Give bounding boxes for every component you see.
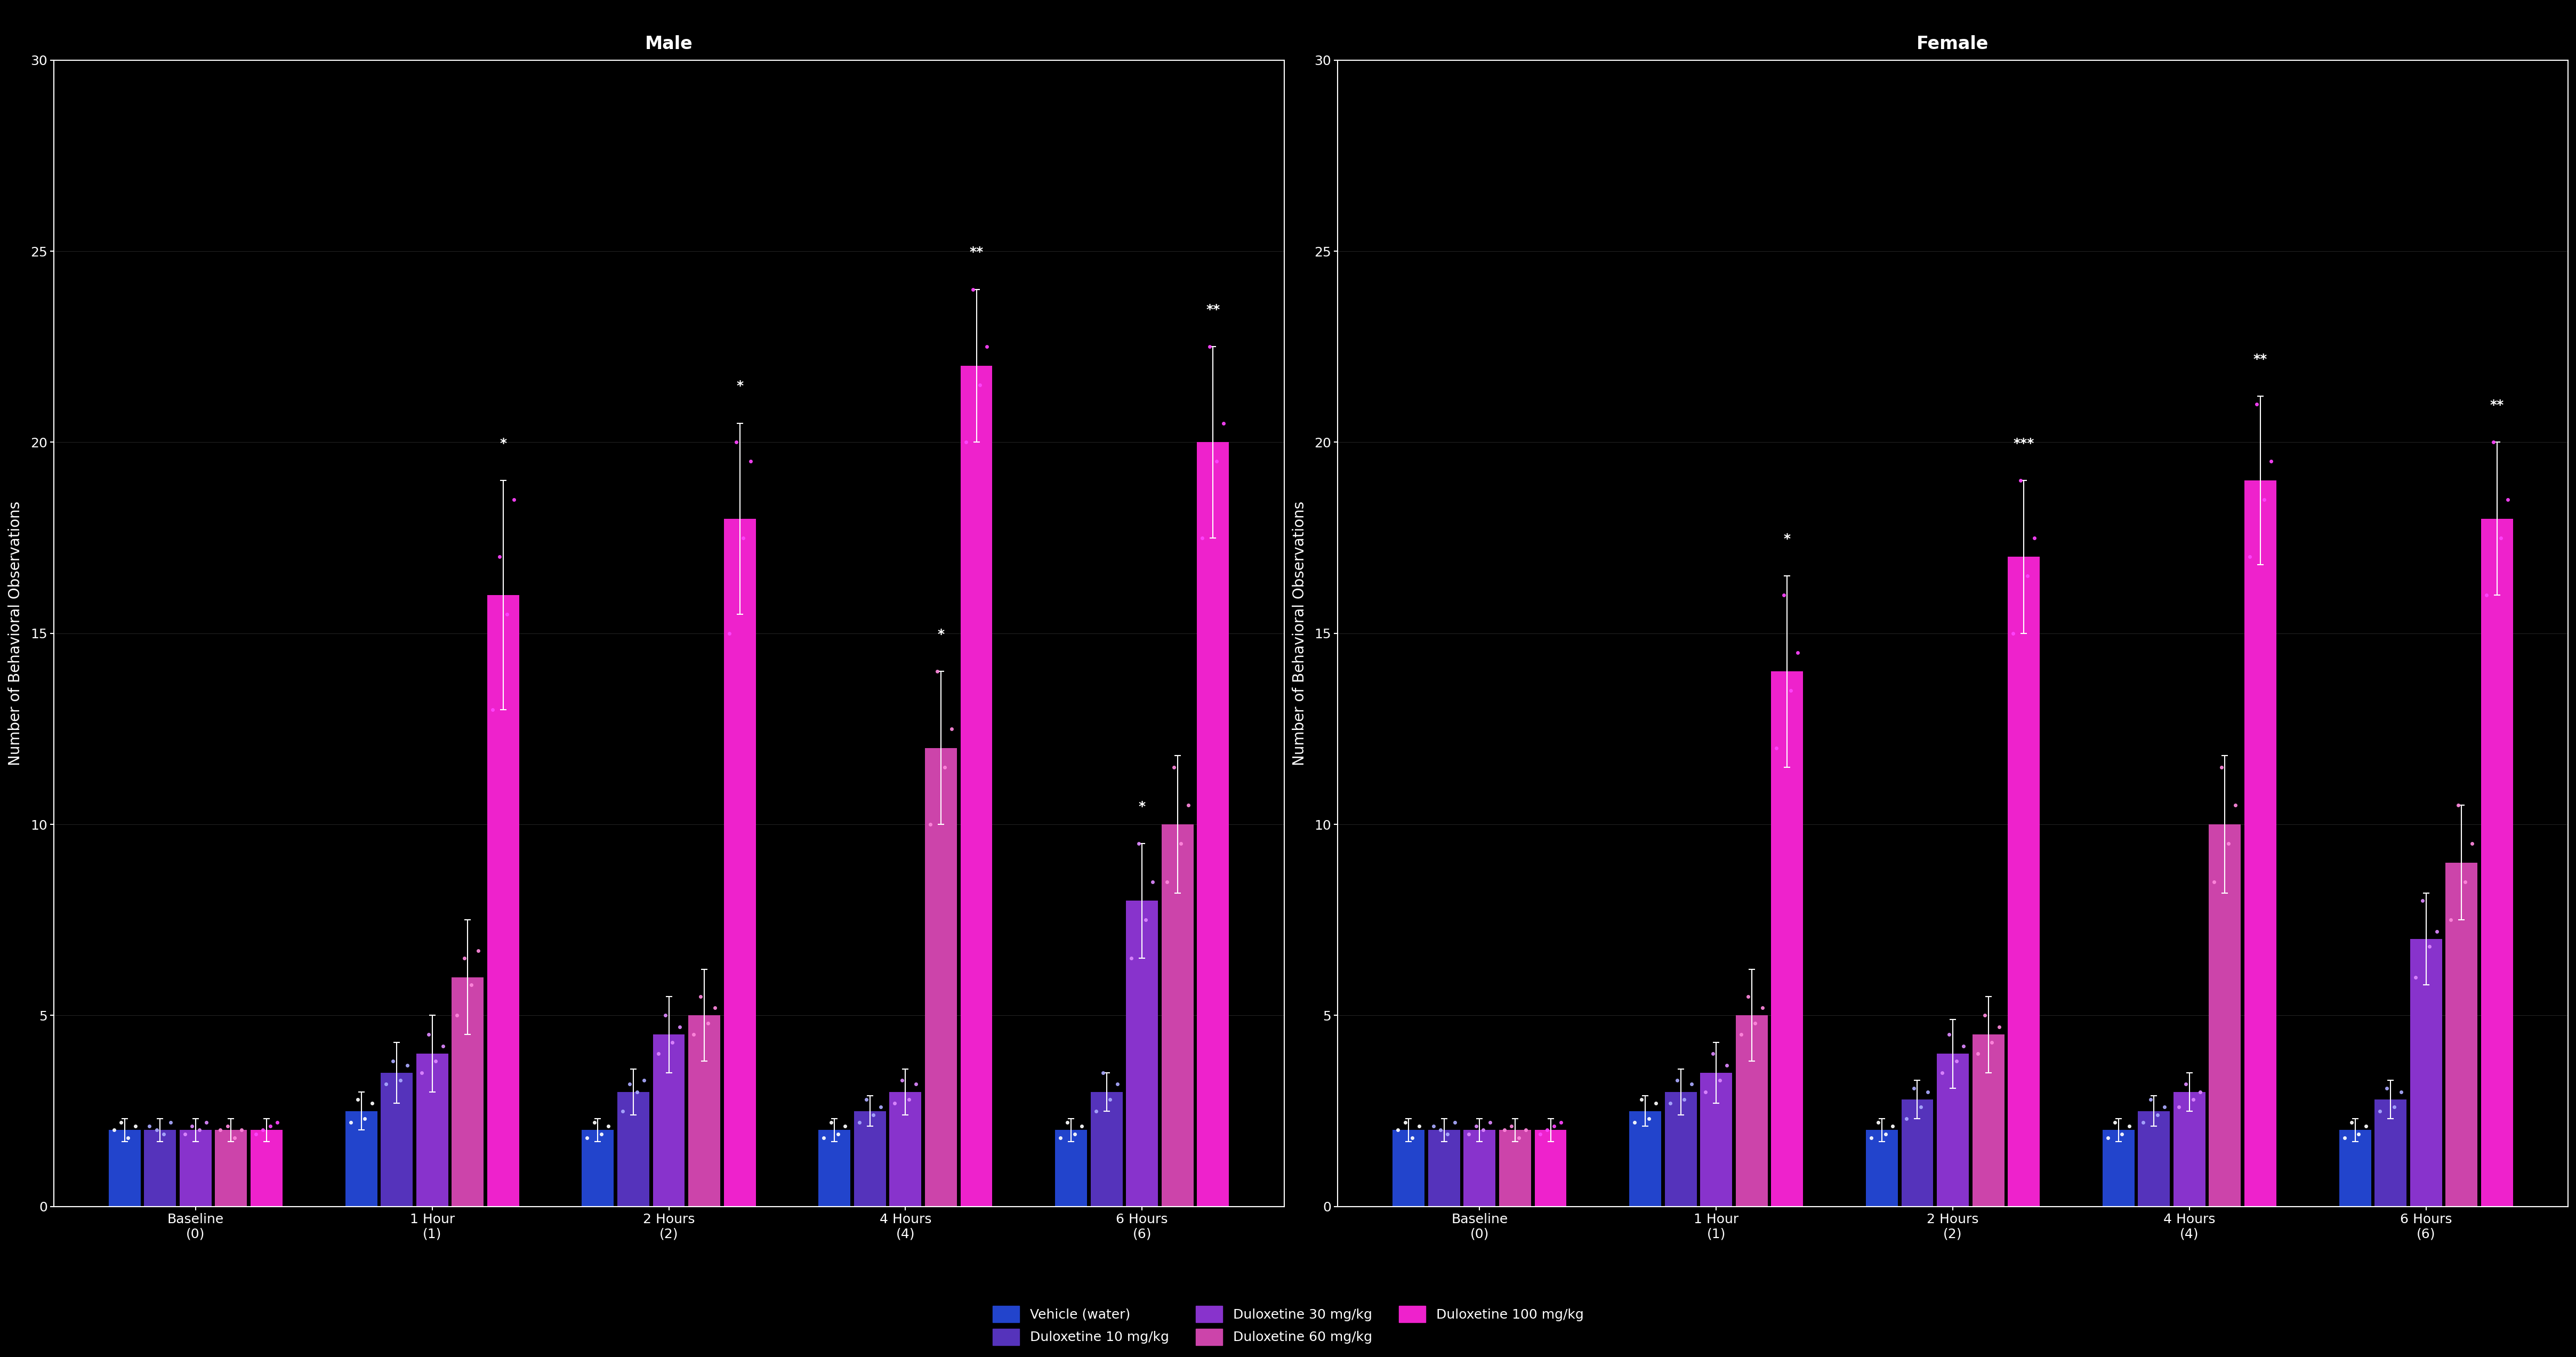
Text: *: * [1783, 533, 1790, 546]
Legend: Vehicle (water), Duloxetine 10 mg/kg, Duloxetine 30 mg/kg, Duloxetine 60 mg/kg, : Vehicle (water), Duloxetine 10 mg/kg, Du… [987, 1300, 1589, 1350]
Bar [2174, 1092, 2205, 1206]
Bar [961, 366, 992, 1206]
Bar [855, 1111, 886, 1206]
Text: **: ** [2491, 399, 2504, 411]
Text: **: ** [2254, 353, 2267, 366]
Bar [180, 1130, 211, 1206]
Bar [1499, 1130, 1530, 1206]
Bar [1973, 1034, 2004, 1206]
Bar [1198, 442, 1229, 1206]
Bar [1394, 1130, 1425, 1206]
Bar [1628, 1111, 1662, 1206]
Bar [889, 1092, 922, 1206]
Bar [2138, 1111, 2169, 1206]
Y-axis label: Number of Behavioral Observations: Number of Behavioral Observations [8, 501, 23, 765]
Bar [1090, 1092, 1123, 1206]
Bar [451, 977, 484, 1206]
Bar [1772, 672, 1803, 1206]
Bar [1736, 1015, 1767, 1206]
Bar [381, 1073, 412, 1206]
Bar [1463, 1130, 1497, 1206]
Bar [417, 1053, 448, 1206]
Text: **: ** [1206, 304, 1221, 316]
Title: Male: Male [644, 35, 693, 53]
Bar [582, 1130, 613, 1206]
Bar [2102, 1130, 2136, 1206]
Bar [1162, 825, 1193, 1206]
Bar [1535, 1130, 1566, 1206]
Text: *: * [737, 380, 744, 392]
Bar [1937, 1053, 1968, 1206]
Bar [819, 1130, 850, 1206]
Bar [1427, 1130, 1461, 1206]
Bar [108, 1130, 142, 1206]
Bar [724, 518, 755, 1206]
Bar [1700, 1073, 1731, 1206]
Bar [2007, 556, 2040, 1206]
Bar [144, 1130, 175, 1206]
Text: ***: *** [2014, 437, 2035, 451]
Bar [216, 1130, 247, 1206]
Text: *: * [938, 628, 945, 641]
Bar [250, 1130, 283, 1206]
Bar [925, 748, 956, 1206]
Text: *: * [500, 437, 507, 451]
Bar [2210, 825, 2241, 1206]
Y-axis label: Number of Behavioral Observations: Number of Behavioral Observations [1293, 501, 1306, 765]
Bar [345, 1111, 376, 1206]
Bar [2481, 518, 2514, 1206]
Bar [652, 1034, 685, 1206]
Bar [1901, 1099, 1935, 1206]
Bar [2339, 1130, 2370, 1206]
Bar [688, 1015, 721, 1206]
Bar [1056, 1130, 1087, 1206]
Bar [1664, 1092, 1698, 1206]
Bar [2244, 480, 2277, 1206]
Bar [1865, 1130, 1899, 1206]
Text: *: * [1139, 801, 1146, 813]
Bar [1126, 901, 1159, 1206]
Bar [2445, 863, 2478, 1206]
Bar [487, 596, 520, 1206]
Bar [2411, 939, 2442, 1206]
Title: Female: Female [1917, 35, 1989, 53]
Bar [2375, 1099, 2406, 1206]
Text: **: ** [969, 246, 984, 259]
Bar [618, 1092, 649, 1206]
